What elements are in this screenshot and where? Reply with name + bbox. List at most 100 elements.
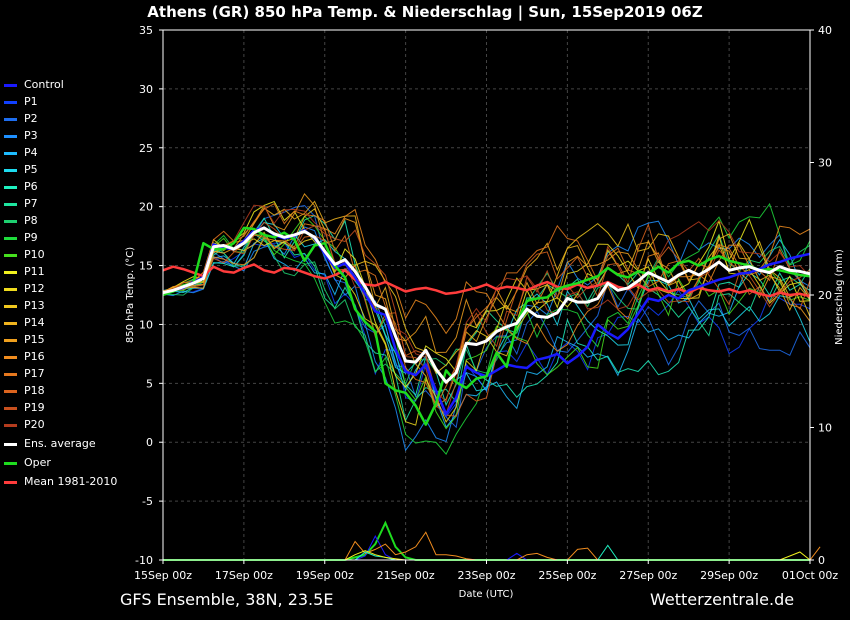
member-line-p5 (162, 222, 811, 392)
legend-swatch (4, 186, 17, 189)
legend-item-p15: P15 (4, 331, 129, 348)
legend-item-p18: P18 (4, 382, 129, 399)
x-tick-label: 21Sep 00z (377, 569, 435, 582)
grid (162, 29, 811, 561)
legend-item-mean-1981-2010: Mean 1981-2010 (4, 473, 129, 490)
legend-item-p19: P19 (4, 399, 129, 416)
legend-item-p7: P7 (4, 195, 129, 212)
legend-swatch (4, 462, 17, 465)
precip-line-p16 (163, 531, 821, 561)
legend-label: Control (24, 78, 64, 91)
series-line-oper (162, 226, 811, 426)
y-tick-label: 25 (139, 142, 153, 155)
footer-source: Wetterzentrale.de (650, 590, 795, 609)
legend-swatch (4, 152, 17, 155)
member-line-p17 (162, 203, 811, 408)
legend-item-control: Control (4, 76, 129, 93)
legend-item-p2: P2 (4, 110, 129, 127)
legend-label: P17 (24, 367, 45, 380)
y2-tick-label: 0 (818, 554, 825, 567)
legend-label: P1 (24, 95, 38, 108)
legend-item-oper: Oper (4, 454, 129, 471)
legend-label: P18 (24, 384, 45, 397)
member-line-p4 (162, 237, 811, 429)
y-tick-label: 30 (139, 83, 153, 96)
legend-label: P6 (24, 180, 38, 193)
y-tick-label: 5 (146, 377, 153, 390)
legend-item-p8: P8 (4, 212, 129, 229)
x-axis-label: Date (UTC) (459, 589, 514, 600)
legend-swatch (4, 305, 17, 308)
legend-swatch (4, 203, 17, 206)
y2-axis-label: Niederschlag (mm) (834, 249, 845, 345)
member-line-p16 (162, 208, 811, 352)
legend-label: P8 (24, 214, 38, 227)
legend-label: P15 (24, 333, 45, 346)
legend-swatch (4, 135, 17, 138)
series-line-ens-average (162, 226, 811, 384)
legend-label: P19 (24, 401, 45, 414)
legend-swatch (4, 169, 17, 172)
legend-swatch (4, 118, 17, 121)
legend-swatch (4, 220, 17, 223)
member-line-p2 (162, 204, 811, 429)
legend-swatch (4, 424, 17, 427)
legend-swatch (4, 373, 17, 376)
chart-title: Athens (GR) 850 hPa Temp. & Niederschlag… (147, 3, 703, 21)
y-tick-label: 15 (139, 260, 153, 273)
legend-swatch (4, 254, 17, 257)
legend-item-p4: P4 (4, 144, 129, 161)
y2-tick-label: 20 (818, 289, 832, 302)
x-tick-label: 29Sep 00z (700, 569, 758, 582)
legend-label: Ens. average (24, 437, 96, 450)
legend-label: P16 (24, 350, 45, 363)
y-tick-label: -5 (142, 495, 153, 508)
legend-item-ens-average: Ens. average (4, 435, 129, 452)
y-tick-label: 10 (139, 318, 153, 331)
legend-item-p12: P12 (4, 280, 129, 297)
legend-label: P9 (24, 231, 38, 244)
y-tick-label: -10 (135, 554, 153, 567)
footer-model-info: GFS Ensemble, 38N, 23.5E (120, 590, 334, 609)
legend-swatch (4, 237, 17, 240)
legend: Control P1 P2 P3 P4 P5 P6 P7 P8 P9 P10 P11 P12 P13 P14… (4, 76, 129, 490)
x-tick-label: 01Oct 00z (782, 569, 839, 582)
x-tick-label: 27Sep 00z (619, 569, 677, 582)
y2-tick-label: 40 (818, 24, 832, 37)
legend-label: P7 (24, 197, 38, 210)
legend-label: Mean 1981-2010 (24, 475, 118, 488)
member-line-p20 (162, 204, 811, 403)
legend-label: P5 (24, 163, 38, 176)
legend-swatch (4, 407, 17, 410)
legend-swatch (4, 271, 17, 274)
legend-item-p9: P9 (4, 229, 129, 246)
highlighted-series (162, 226, 811, 426)
legend-swatch (4, 339, 17, 342)
legend-item-p14: P14 (4, 314, 129, 331)
legend-swatch (4, 356, 17, 359)
legend-item-p10: P10 (4, 246, 129, 263)
legend-label: P12 (24, 282, 45, 295)
legend-item-p1: P1 (4, 93, 129, 110)
member-line-p19 (162, 221, 811, 415)
y2-tick-label: 10 (818, 422, 832, 435)
y-axis-label: 850 hPa Temp. (°C) (125, 247, 136, 343)
y-tick-label: 20 (139, 201, 153, 214)
legend-swatch (4, 288, 17, 291)
legend-item-p11: P11 (4, 263, 129, 280)
legend-swatch (4, 390, 17, 393)
legend-label: P2 (24, 112, 38, 125)
legend-swatch (4, 443, 17, 446)
legend-swatch (4, 101, 17, 104)
legend-item-p13: P13 (4, 297, 129, 314)
legend-label: Oper (24, 456, 51, 469)
legend-label: P14 (24, 316, 45, 329)
legend-label: P11 (24, 265, 45, 278)
legend-label: P3 (24, 129, 38, 142)
legend-item-p6: P6 (4, 178, 129, 195)
legend-item-p17: P17 (4, 365, 129, 382)
legend-item-p16: P16 (4, 348, 129, 365)
legend-swatch (4, 84, 17, 87)
legend-label: P13 (24, 299, 45, 312)
